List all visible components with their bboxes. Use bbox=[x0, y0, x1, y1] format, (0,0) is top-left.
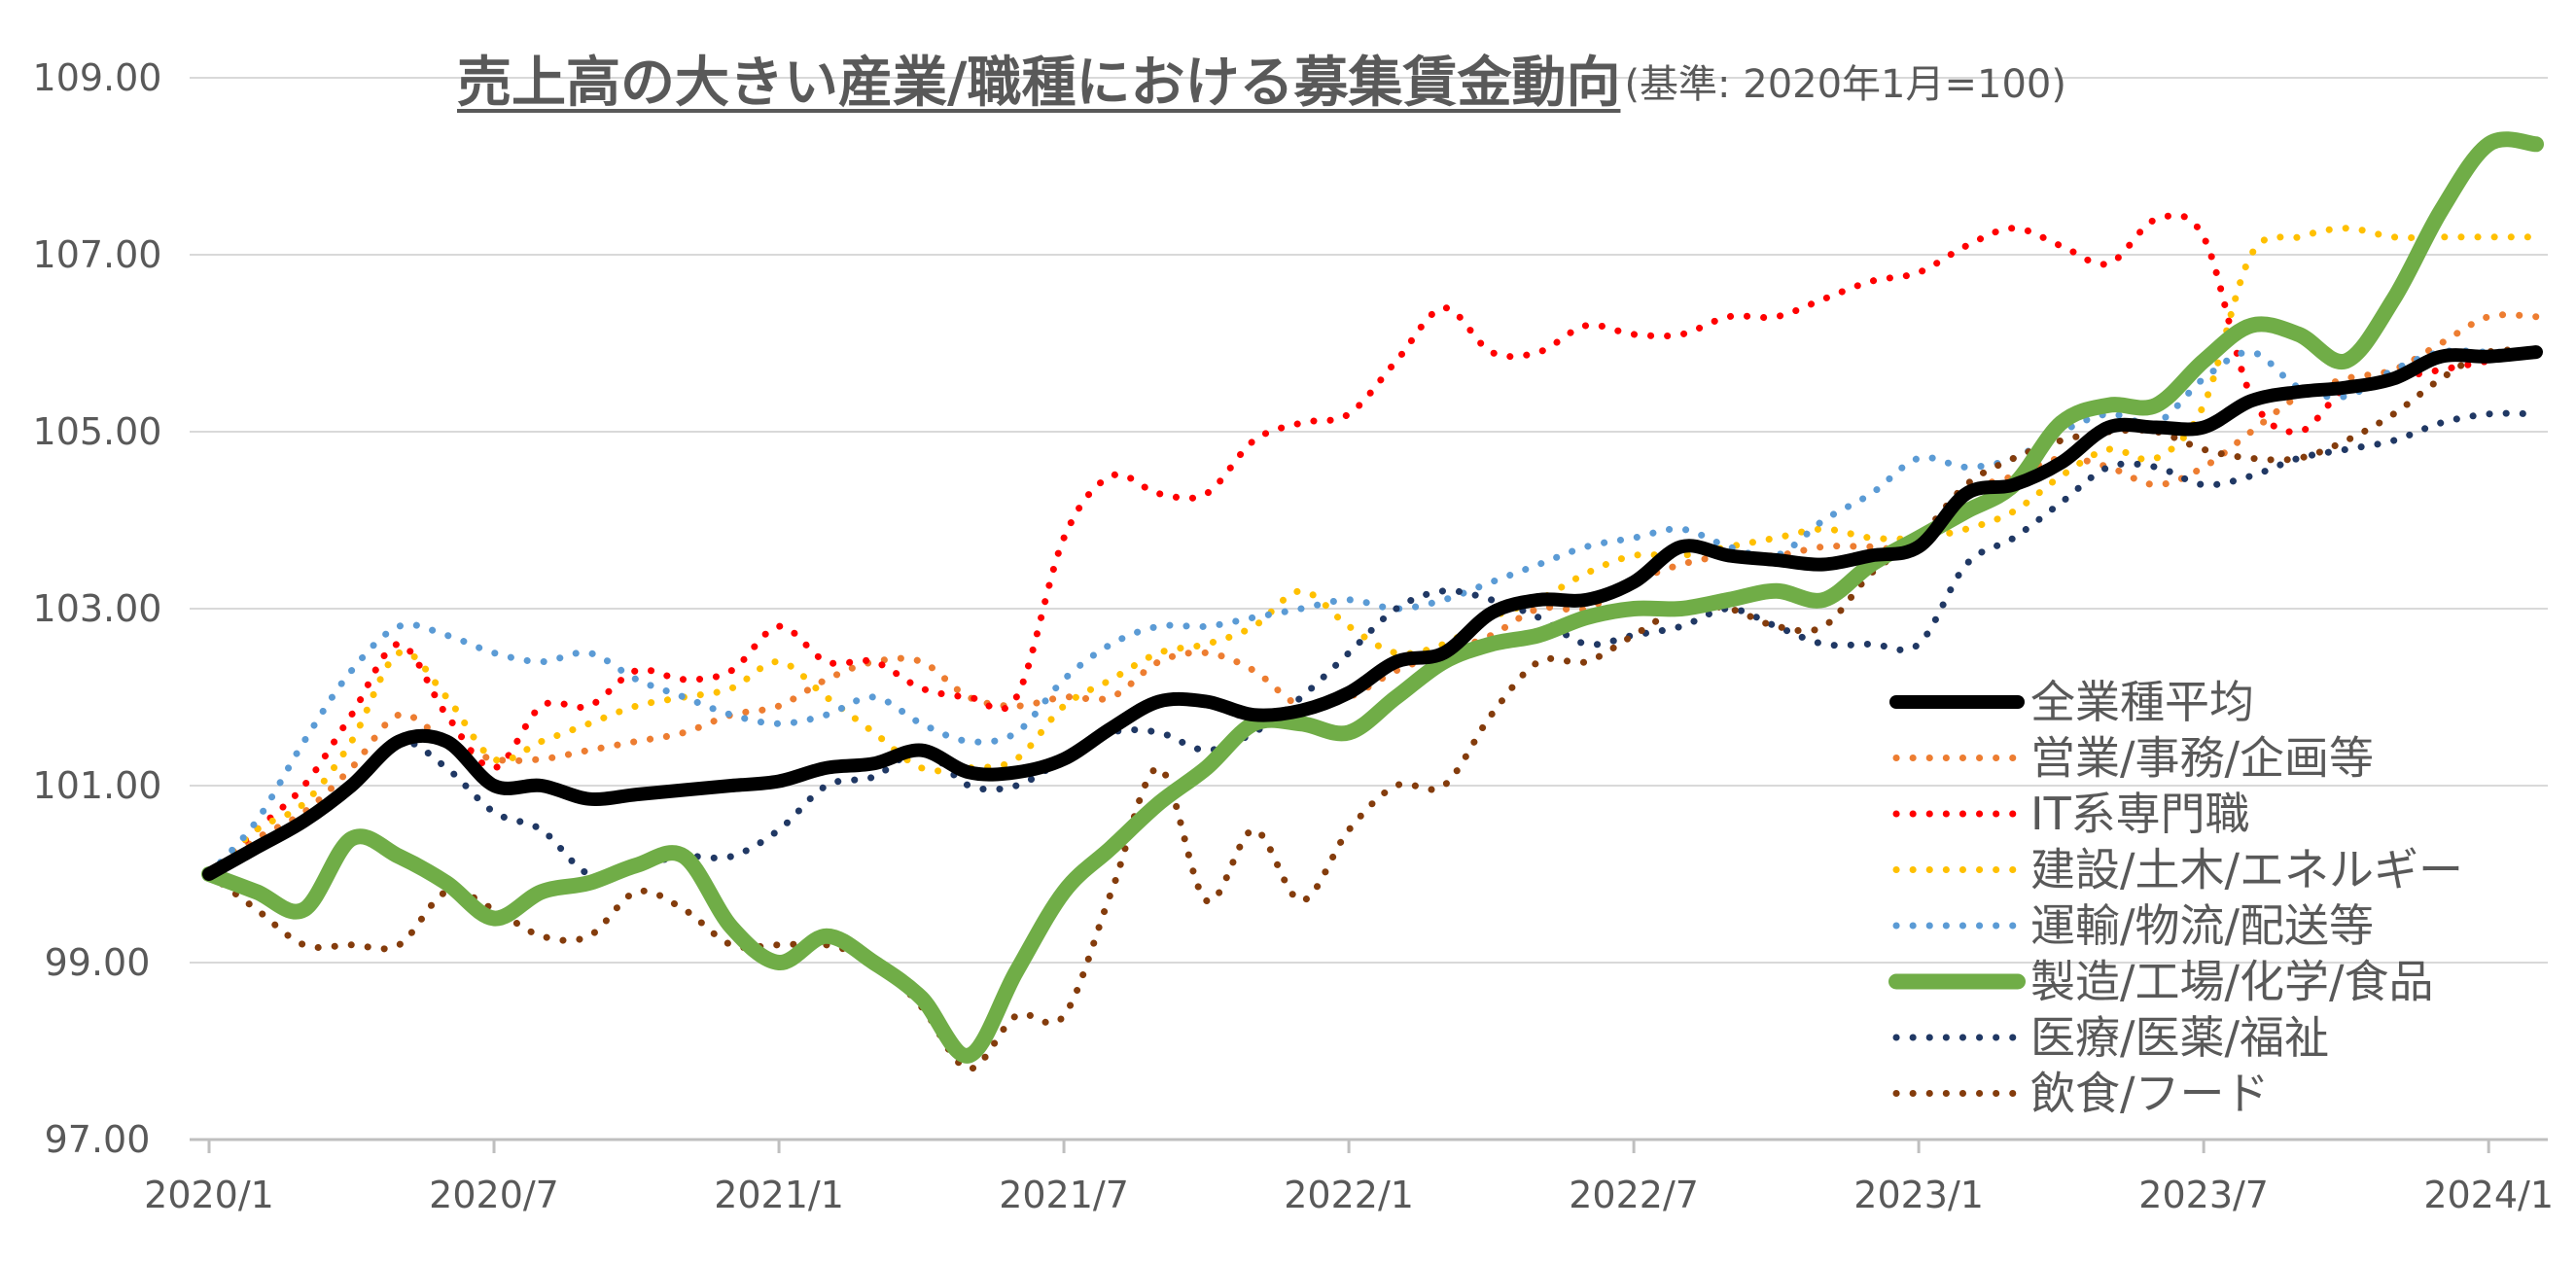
legend-label: 飲食/フード bbox=[2030, 1068, 2270, 1120]
legend-label: 建設/土木/エネルギー bbox=[2030, 844, 2463, 896]
series-line bbox=[202, 345, 2543, 881]
legend-label: 医療/医薬/福祉 bbox=[2030, 1011, 2329, 1064]
series-line bbox=[205, 346, 2540, 1072]
x-tick-label: 2023/1 bbox=[1853, 1174, 1984, 1216]
y-tick-label: 103.00 bbox=[33, 587, 162, 630]
x-axis: 2020/1 2020/7 2021/1 2021/7 2022/1 2022/7 2023… bbox=[144, 1140, 2554, 1216]
y-tick-label: 97.00 bbox=[45, 1118, 151, 1161]
y-axis-ticks: 97.00 99.00 101.00 103.00 105.00 107.00 109.00 bbox=[33, 56, 162, 1161]
legend: 全業種平均営業/事務/企画等IT系専門職建設/土木/エネルギー運輸/物流/配送等… bbox=[1888, 676, 2463, 1120]
y-tick-label: 101.00 bbox=[33, 764, 162, 807]
x-tick-label: 2022/1 bbox=[1284, 1174, 1414, 1216]
x-tick-label: 2024/1 bbox=[2423, 1174, 2554, 1216]
y-tick-label: 107.00 bbox=[33, 233, 162, 276]
series-line bbox=[205, 211, 2540, 878]
gridlines bbox=[190, 77, 2548, 1141]
chart-title: 売上高の大きい産業/職種における募集賃金動向 bbox=[457, 52, 1620, 115]
legend-label: 営業/事務/企画等 bbox=[2030, 732, 2374, 785]
legend-label: IT系専門職 bbox=[2030, 788, 2250, 840]
x-tick-label: 2022/7 bbox=[1569, 1174, 1699, 1216]
x-tick-label: 2021/7 bbox=[999, 1174, 1129, 1216]
x-tick-label: 2021/1 bbox=[714, 1174, 844, 1216]
y-tick-label: 109.00 bbox=[33, 56, 162, 99]
chart-title-group: 売上高の大きい産業/職種における募集賃金動向 (基準: 2020年1月=100) bbox=[457, 52, 2066, 115]
series-lines bbox=[201, 131, 2544, 1072]
legend-label: 製造/工場/化学/食品 bbox=[2030, 956, 2434, 1008]
x-tick-label: 2020/7 bbox=[429, 1174, 559, 1216]
series-line bbox=[201, 131, 2544, 1064]
legend-label: 全業種平均 bbox=[2030, 676, 2254, 728]
x-tick-label: 2023/7 bbox=[2138, 1174, 2269, 1216]
chart-subtitle: (基準: 2020年1月=100) bbox=[1624, 62, 2066, 107]
y-tick-label: 99.00 bbox=[45, 941, 151, 984]
series-line bbox=[205, 409, 2540, 880]
y-tick-label: 105.00 bbox=[33, 410, 162, 453]
x-tick-label: 2020/1 bbox=[144, 1174, 274, 1216]
series-line bbox=[205, 347, 2540, 878]
legend-label: 運輸/物流/配送等 bbox=[2030, 899, 2374, 952]
